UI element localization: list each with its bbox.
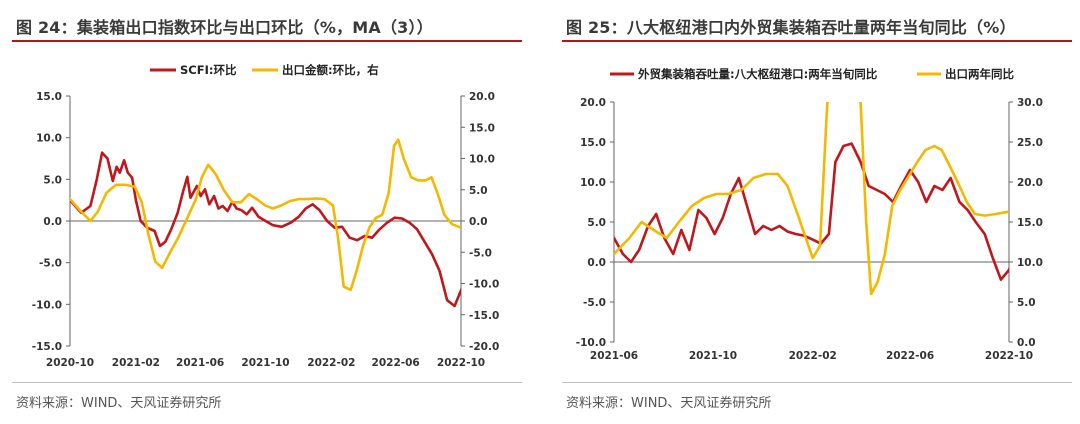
- source-divider: [12, 382, 522, 383]
- x-tick-label: 2022-10: [985, 350, 1033, 362]
- chart-title: 图 24：集装箱出口指数环比与出口环比（%，MA（3））: [16, 18, 433, 37]
- legend-label: 出口金额:环比，右: [282, 63, 379, 77]
- y-tick-label-right: -20.0: [469, 341, 499, 353]
- y-tick-label-left: 5.0: [43, 174, 62, 186]
- y-tick-label-right: -10.0: [469, 279, 499, 291]
- x-tick-label: 2020-10: [46, 357, 94, 369]
- y-tick-label-left: 5.0: [587, 217, 606, 229]
- x-tick-label: 2021-06: [590, 350, 638, 362]
- source-note: 资料来源：WIND、天风证券研究所: [16, 396, 222, 411]
- y-tick-label-right: 0.0: [469, 216, 488, 228]
- series-line-secondary: [70, 138, 461, 292]
- y-tick-label-right: 30.0: [1017, 97, 1043, 109]
- title-divider: [12, 40, 522, 42]
- line-chart-port-throughput: 20.0 15.0 10.0 5.0 0.0 -5.0 -10.0 30.0 25.0 20.0 1…: [576, 67, 1043, 362]
- x-tick-label: 2022-06: [886, 350, 934, 362]
- y-tick-label-left: 0.0: [43, 216, 62, 228]
- x-tick-label: 2022-10: [437, 357, 485, 369]
- y-tick-label-right: -5.0: [469, 247, 492, 259]
- y-tick-label-right: 5.0: [469, 185, 488, 197]
- y-tick-label-left: 20.0: [580, 97, 606, 109]
- y-tick-label-left: 10.0: [36, 133, 62, 145]
- line-chart-scfi-export: 15.0 10.0 5.0 0.0 -5.0 -10.0 -15.0 20.0 15.0 10.0…: [32, 63, 500, 369]
- legend-label: 出口两年同比: [945, 67, 1014, 81]
- y-tick-label-right: 20.0: [469, 91, 495, 103]
- source-note: 资料来源：WIND、天风证券研究所: [566, 396, 772, 411]
- chart-title: 图 25：八大枢纽港口内外贸集装箱吞吐量两年当旬同比（%）: [566, 18, 1016, 37]
- series-line-secondary: [614, 102, 1009, 296]
- title-divider: [562, 40, 1072, 42]
- x-tick-label: 2021-10: [689, 350, 737, 362]
- legend-label: SCFI:环比: [180, 63, 237, 77]
- y-tick-label-left: 0.0: [587, 257, 606, 269]
- y-tick-label-left: -5.0: [39, 258, 62, 270]
- y-tick-label-right: 25.0: [1017, 137, 1043, 149]
- x-tick-label: 2021-06: [176, 357, 224, 369]
- y-tick-label-left: -5.0: [583, 297, 606, 309]
- chart-panel-left: 图 24：集装箱出口指数环比与出口环比（%，MA（3）） 15.0 10.0 5.0…: [0, 0, 530, 424]
- y-tick-label-left: 15.0: [36, 91, 62, 103]
- y-tick-label-left: 15.0: [580, 137, 606, 149]
- y-tick-label-right: 10.0: [469, 154, 495, 166]
- series-line-primary: [70, 151, 461, 308]
- y-tick-label-right: 15.0: [1017, 217, 1043, 229]
- y-tick-label-right: 20.0: [1017, 177, 1043, 189]
- y-tick-label-right: 15.0: [469, 122, 495, 134]
- y-tick-label-right: 10.0: [1017, 257, 1043, 269]
- y-tick-label-right: 0.0: [1017, 337, 1036, 349]
- y-tick-label-right: 5.0: [1017, 297, 1036, 309]
- legend-label: 外贸集装箱吞吐量:八大枢纽港口:两年当旬同比: [637, 67, 878, 81]
- x-tick-label: 2021-02: [112, 357, 160, 369]
- series-line-primary: [614, 142, 1009, 281]
- y-tick-label-left: -10.0: [576, 337, 606, 349]
- x-tick-label: 2022-02: [307, 357, 355, 369]
- source-divider: [562, 382, 1072, 383]
- y-tick-label-right: -15.0: [469, 310, 499, 322]
- x-tick-label: 2021-10: [241, 357, 289, 369]
- x-tick-label: 2022-02: [789, 350, 837, 362]
- x-tick-label: 2022-06: [372, 357, 420, 369]
- chart-panel-right: 图 25：八大枢纽港口内外贸集装箱吞吐量两年当旬同比（%） 20.0 15.0 10…: [550, 0, 1080, 424]
- y-tick-label-left: -10.0: [32, 299, 62, 311]
- y-tick-label-left: 10.0: [580, 177, 606, 189]
- y-tick-label-left: -15.0: [32, 341, 62, 353]
